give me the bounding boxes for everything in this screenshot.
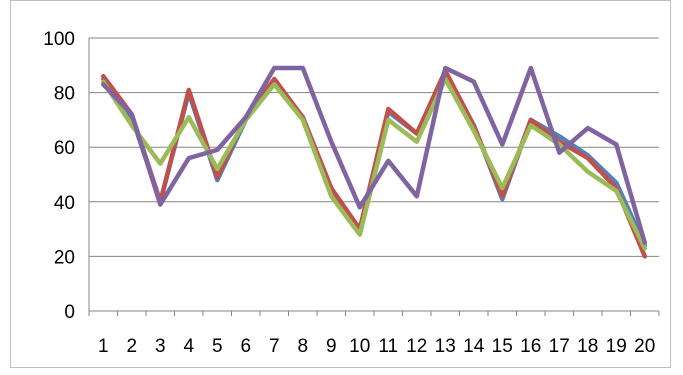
chart-frame [10, 0, 671, 368]
x-tick-label: 5 [212, 336, 223, 357]
x-tick-label: 15 [492, 336, 513, 357]
x-tick-label: 4 [183, 336, 194, 357]
x-tick-label: 13 [435, 336, 456, 357]
x-tick-label: 20 [634, 336, 655, 357]
x-tick-label: 12 [406, 336, 427, 357]
x-tick-label: 9 [326, 336, 337, 357]
y-tick-label: 100 [43, 29, 75, 50]
x-tick-label: 2 [126, 336, 137, 357]
x-tick-label: 14 [463, 336, 485, 357]
x-tick-label: 1 [98, 336, 109, 357]
x-tick-label: 3 [155, 336, 166, 357]
x-tick-label: 8 [297, 336, 308, 357]
x-tick-label: 17 [549, 336, 570, 357]
x-tick-label: 11 [378, 336, 398, 357]
y-tick-label: 20 [54, 247, 75, 268]
x-tick-label: 6 [240, 336, 251, 357]
x-tick-label: 18 [577, 336, 598, 357]
x-tick-label: 10 [349, 336, 370, 357]
y-tick-label: 60 [54, 138, 75, 159]
x-tick-label: 19 [606, 336, 627, 357]
y-tick-label: 40 [54, 193, 75, 214]
series-line-4 [101, 65, 648, 246]
y-tick-label: 80 [54, 84, 75, 105]
y-tick-label: 0 [64, 302, 75, 323]
x-tick-label: 16 [520, 336, 541, 357]
x-tick-label: 7 [269, 336, 280, 357]
